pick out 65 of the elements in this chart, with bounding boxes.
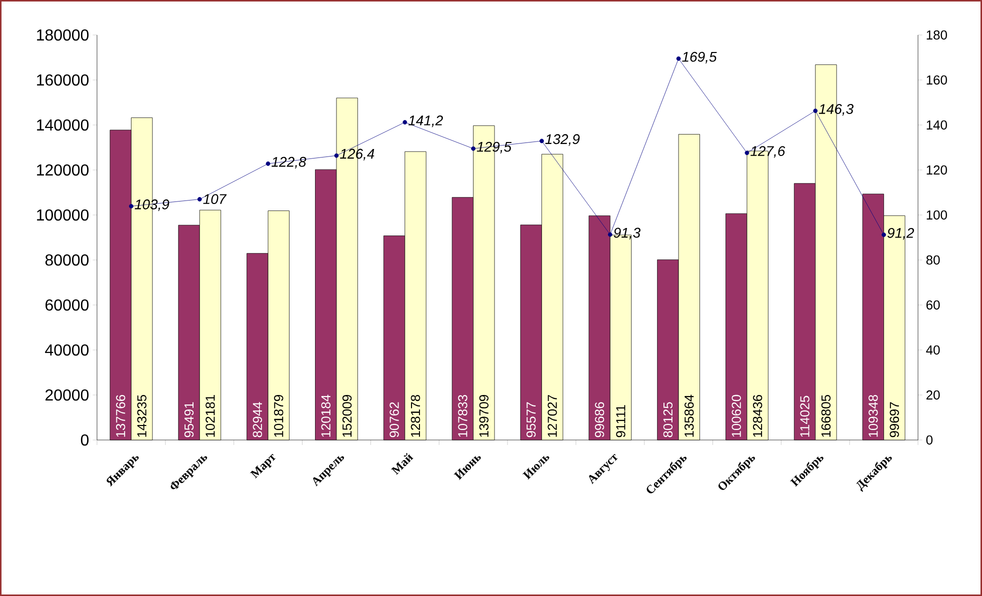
- y2-tick-label: 80: [926, 255, 940, 265]
- data-label: 99697: [890, 402, 899, 438]
- y2-tick-label: 20: [926, 390, 940, 400]
- y-tick-label: 0: [80, 434, 89, 446]
- data-label: 114025: [800, 396, 810, 437]
- y-tick-label: 180000: [37, 29, 89, 41]
- data-label: 91,3: [614, 228, 640, 240]
- data-label: 127027: [548, 395, 557, 437]
- y2-tick-label: 160: [926, 75, 947, 85]
- data-label: 99686: [594, 402, 604, 438]
- y-tick-label: 80000: [45, 254, 89, 266]
- y-tick-label: 100000: [37, 209, 89, 221]
- data-label: 82944: [252, 402, 262, 438]
- data-label: 141,2: [408, 116, 443, 128]
- point: [402, 120, 408, 124]
- point: [882, 232, 886, 237]
- point: [471, 146, 476, 151]
- data-label: 128178: [410, 394, 420, 437]
- data-label: 143235: [137, 394, 146, 437]
- point: [744, 150, 750, 156]
- data-label: 95577: [526, 402, 536, 438]
- point: [334, 153, 339, 158]
- data-label: 139709: [479, 395, 488, 437]
- y-tick-label: 60000: [46, 299, 89, 311]
- point: [813, 108, 818, 114]
- data-label: 80125: [663, 402, 673, 438]
- data-label: 146,3: [818, 104, 854, 116]
- data-label: 137766: [116, 394, 126, 437]
- y-tick-label: 140000: [37, 119, 89, 131]
- y2-tick-label: 100: [926, 210, 947, 220]
- data-label: 152009: [342, 395, 352, 437]
- data-label: 91,2: [887, 228, 914, 240]
- data-label: 102181: [206, 395, 215, 437]
- point: [197, 197, 202, 202]
- y2-tick-label: 0: [926, 435, 933, 445]
- point: [129, 204, 134, 208]
- y-tick-label: 120000: [37, 164, 89, 176]
- data-label: 135864: [684, 394, 694, 437]
- point: [540, 138, 544, 144]
- data-label: 107833: [458, 394, 468, 437]
- data-label: 132,9: [545, 134, 580, 146]
- y-tick-label: 160000: [37, 74, 89, 86]
- y2-tick-label: 40: [926, 345, 940, 355]
- data-label: 166805: [821, 394, 831, 437]
- data-label: 109348: [868, 394, 878, 437]
- y-tick-label: 20000: [46, 389, 89, 401]
- data-label: 122,8: [272, 156, 306, 168]
- y2-tick-label: 180: [926, 30, 947, 40]
- data-label: 95491: [184, 402, 194, 438]
- data-label: 129,5: [476, 142, 512, 154]
- data-label: 128436: [752, 394, 762, 437]
- data-label: 100620: [732, 394, 741, 437]
- y2-tick-label: 140: [926, 120, 947, 130]
- y-tick-label: 40000: [45, 344, 89, 356]
- point: [676, 56, 681, 61]
- data-label: 107: [203, 194, 227, 204]
- y2-tick-label: 60: [926, 300, 940, 310]
- data-label: 91111: [616, 405, 626, 438]
- y2-tick-label: 120: [926, 165, 947, 175]
- point: [266, 161, 270, 166]
- data-label: 101879: [274, 395, 284, 437]
- data-label: 120184: [321, 394, 330, 437]
- point: [608, 232, 612, 237]
- data-label: 169,5: [682, 52, 717, 64]
- data-label: 90762: [390, 402, 399, 438]
